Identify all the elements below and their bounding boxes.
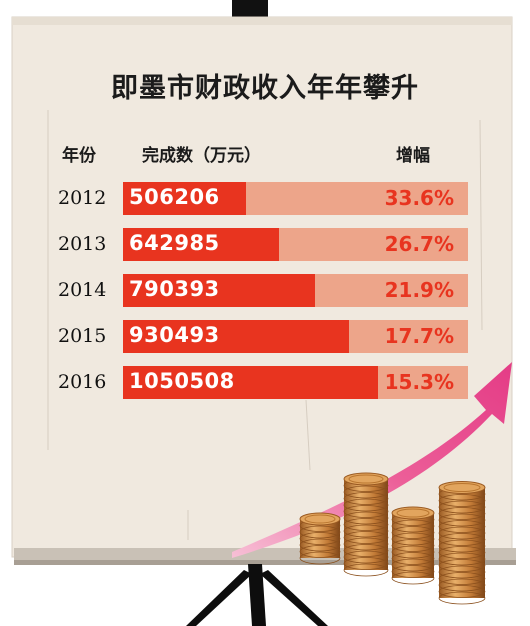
row-value-2014: 790393 bbox=[129, 277, 220, 301]
coin-stack-1 bbox=[299, 512, 341, 565]
row-track-2013: 642985 26.7% bbox=[123, 228, 468, 261]
row-bar-2013 bbox=[123, 228, 279, 261]
row-value-2013: 642985 bbox=[129, 231, 220, 255]
header-growth: 增幅 bbox=[396, 146, 430, 166]
row-growth-2016: 15.3% bbox=[384, 370, 454, 394]
row-growth-2012: 33.6% bbox=[384, 186, 454, 210]
header-year: 年份 bbox=[62, 146, 96, 166]
row-year-2013: 2013 bbox=[58, 233, 107, 255]
row-bar-2016 bbox=[123, 366, 378, 399]
row-track-2015: 930493 17.7% bbox=[123, 320, 468, 353]
row-bar-2012 bbox=[123, 182, 246, 215]
easel-legs bbox=[248, 564, 266, 626]
header-value: 完成数（万元） bbox=[142, 146, 261, 166]
row-value-2015: 930493 bbox=[129, 323, 220, 347]
row-growth-2013: 26.7% bbox=[384, 232, 454, 256]
row-growth-2015: 17.7% bbox=[384, 324, 454, 348]
row-track-2014: 790393 21.9% bbox=[123, 274, 468, 307]
row-year-2015: 2015 bbox=[58, 325, 107, 347]
row-value-2012: 506206 bbox=[129, 185, 220, 209]
board-rail bbox=[14, 548, 516, 562]
coin-stack-2 bbox=[343, 472, 389, 577]
row-year-2014: 2014 bbox=[58, 279, 107, 301]
row-track-2012: 506206 33.6% bbox=[123, 182, 468, 215]
row-value-2016: 1050508 bbox=[129, 369, 235, 393]
row-bar-2015 bbox=[123, 320, 349, 353]
row-growth-2014: 21.9% bbox=[384, 278, 454, 302]
coin-stacks bbox=[299, 472, 486, 605]
row-bar-2014 bbox=[123, 274, 315, 307]
row-track-2016: 1050508 15.3% bbox=[123, 366, 468, 399]
row-year-2012: 2012 bbox=[58, 187, 107, 209]
row-year-2016: 2016 bbox=[58, 371, 107, 393]
coin-stack-4 bbox=[438, 481, 486, 605]
coin-stack-3 bbox=[391, 506, 435, 585]
chart-title: 即墨市财政收入年年攀升 bbox=[111, 73, 419, 104]
